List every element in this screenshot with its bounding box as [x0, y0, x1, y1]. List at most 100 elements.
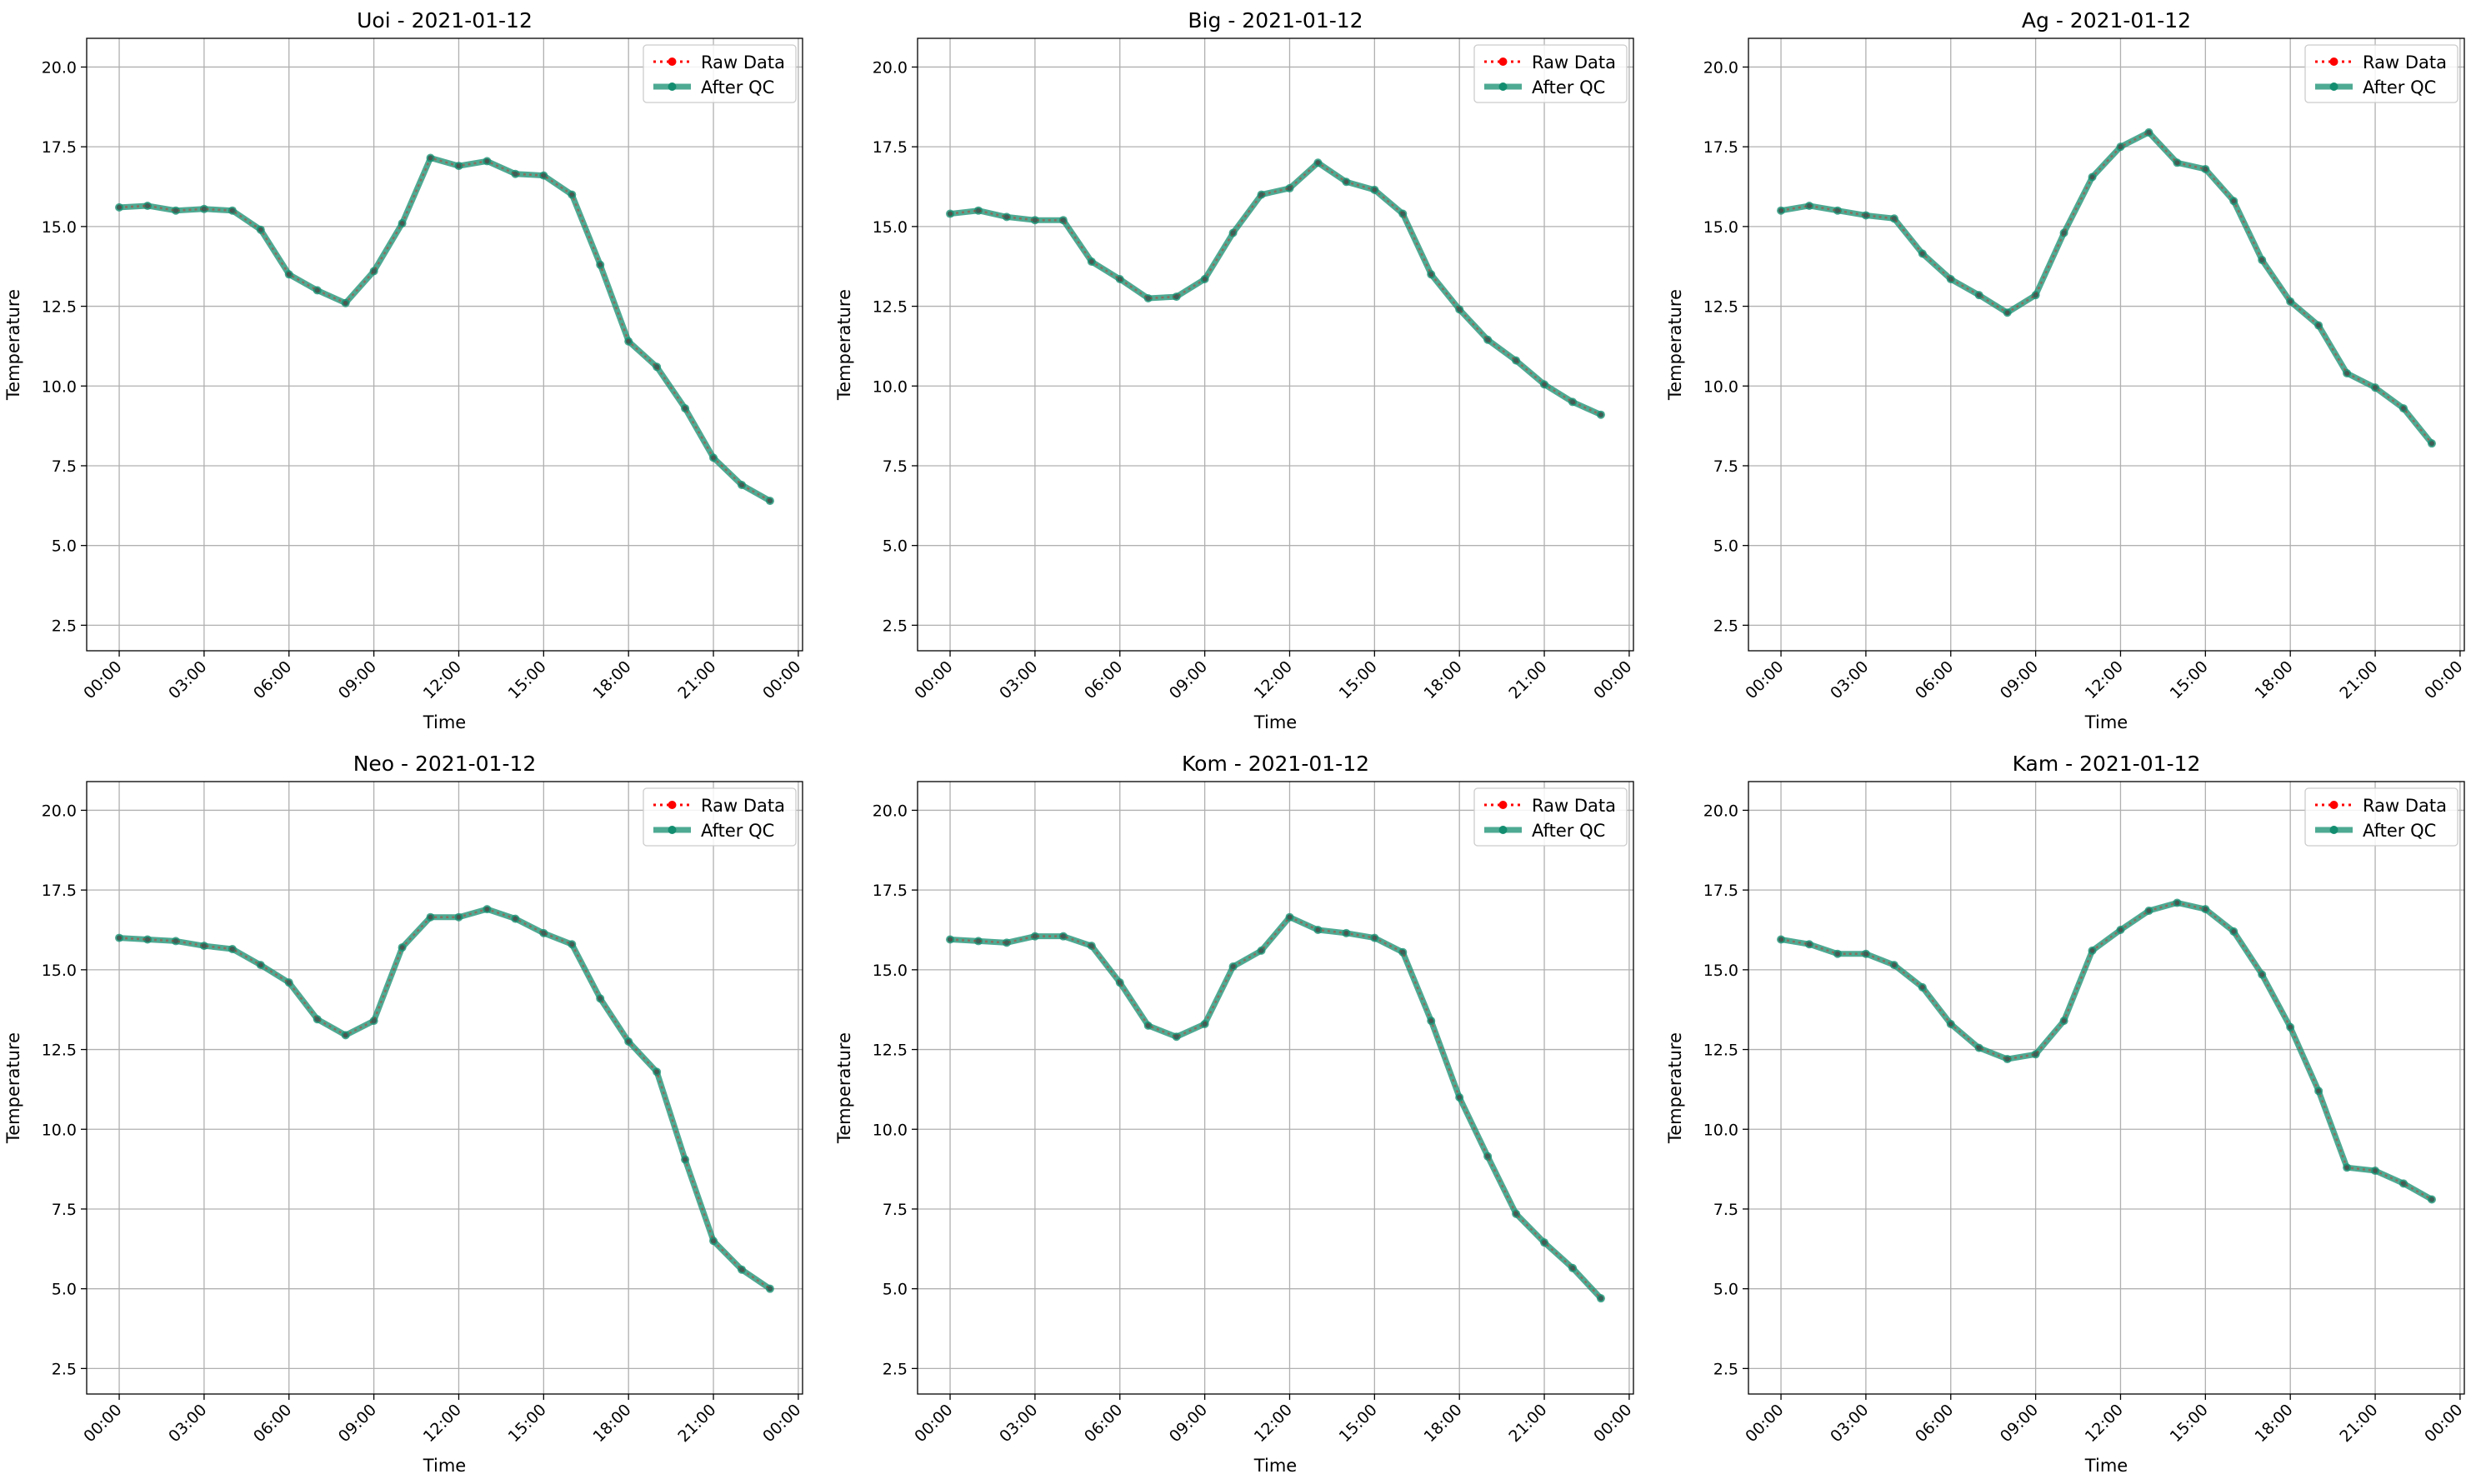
y-axis-label: Temperature [1665, 1032, 1685, 1144]
raw-data-point [1060, 933, 1066, 939]
y-tick-label: 20.0 [1703, 802, 1738, 820]
raw-data-point [1948, 277, 1953, 282]
legend-qc-label: After QC [701, 77, 774, 97]
raw-data-point [569, 942, 575, 947]
y-tick-label: 7.5 [1713, 457, 1738, 476]
raw-data-point [1806, 942, 1812, 947]
y-tick-label: 7.5 [52, 457, 77, 476]
legend-raw-label: Raw Data [701, 52, 785, 72]
x-tick-label: 18:00 [2251, 657, 2296, 702]
x-tick-label: 09:00 [1166, 1401, 1211, 1446]
x-axis-label: Time [1253, 712, 1297, 732]
y-tick-label: 5.0 [52, 537, 77, 556]
raw-data-point [1976, 1045, 1982, 1051]
raw-data-point [1976, 292, 1982, 298]
raw-data-point [1778, 937, 1784, 942]
raw-data-point [117, 935, 123, 941]
raw-data-point [2061, 1018, 2067, 1024]
x-tick-label: 06:00 [1912, 1401, 1957, 1446]
raw-data-point [767, 498, 773, 504]
raw-data-point [1117, 277, 1123, 282]
y-tick-label: 2.5 [52, 617, 77, 635]
x-tick-label: 09:00 [1997, 657, 2042, 702]
x-tick-label: 18:00 [1420, 1401, 1465, 1446]
y-tick-label: 5.0 [883, 537, 908, 556]
y-tick-label: 7.5 [1713, 1201, 1738, 1219]
x-tick-label: 09:00 [1997, 1401, 2042, 1446]
legend-raw-marker [2329, 801, 2338, 809]
raw-data-point [314, 287, 320, 293]
y-tick-label: 10.0 [1703, 1121, 1738, 1139]
subplot: 2.5 5.0 7.5 10.0 12.5 15.0 17.5 20.0 00:00 03:00 0… [1665, 8, 2466, 732]
x-tick-label: 00:00 [911, 1401, 956, 1446]
legend-raw-marker [668, 57, 677, 66]
series-after-qc-points [115, 905, 774, 1293]
raw-data-point [2428, 1197, 2434, 1202]
raw-data-point [286, 272, 292, 277]
x-tick-label: 18:00 [2251, 1401, 2296, 1446]
raw-data-point [2089, 947, 2095, 953]
raw-data-point [2401, 1181, 2407, 1187]
legend-qc-label: After QC [2363, 821, 2436, 841]
raw-data-point [1088, 258, 1094, 264]
x-tick-label: 15:00 [505, 1401, 550, 1446]
chart-title: Big - 2021-01-12 [1188, 8, 1363, 32]
grid [87, 782, 803, 1394]
x-tick-label: 09:00 [1166, 657, 1211, 702]
x-tick-label: 21:00 [2336, 657, 2381, 702]
raw-data-point [1315, 927, 1321, 933]
y-tick-label: 20.0 [873, 58, 908, 77]
raw-data-point [739, 482, 745, 487]
series-after-qc-line [116, 906, 773, 1292]
y-tick-label: 2.5 [883, 617, 908, 635]
grid [918, 782, 1633, 1394]
raw-data-point [343, 1032, 348, 1038]
raw-data-point [1542, 382, 1548, 387]
raw-data-point [654, 364, 660, 370]
raw-data-point [1258, 192, 1264, 197]
y-tick-label: 5.0 [883, 1281, 908, 1299]
raw-data-point [1343, 930, 1349, 936]
y-axis-label: Temperature [3, 1032, 23, 1144]
raw-data-point [541, 172, 547, 178]
raw-data-point [456, 914, 462, 920]
raw-data-point [2259, 972, 2265, 977]
y-tick-label: 2.5 [52, 1360, 77, 1378]
y-tick-label: 5.0 [1713, 537, 1738, 556]
raw-data-point [1513, 357, 1519, 363]
raw-data-point [948, 937, 953, 942]
raw-data-point [2174, 160, 2180, 166]
raw-data-point [1891, 962, 1897, 968]
legend-raw-label: Raw Data [2363, 52, 2447, 72]
raw-data-point [428, 155, 433, 161]
y-tick-label: 2.5 [1713, 1360, 1738, 1378]
y-tick-label: 17.5 [1703, 138, 1738, 157]
series-raw-points [948, 914, 1603, 1302]
series-raw-line [1780, 131, 2433, 444]
raw-data-point [2428, 441, 2434, 447]
x-tick-label: 18:00 [589, 657, 634, 702]
x-tick-label: 03:00 [996, 1401, 1041, 1446]
x-tick-label: 18:00 [1420, 657, 1465, 702]
x-axis-label: Time [423, 712, 466, 732]
x-axis-label: Time [423, 1456, 466, 1476]
x-tick-label: 06:00 [1081, 657, 1126, 702]
y-tick-label: 7.5 [52, 1201, 77, 1219]
raw-data-point [1428, 1018, 1434, 1024]
raw-data-point [201, 943, 207, 949]
raw-data-point [2316, 1088, 2322, 1094]
grid [1748, 782, 2464, 1394]
raw-data-point [2146, 908, 2152, 914]
series-after-qc-line [116, 155, 773, 504]
x-tick-label: 12:00 [420, 1401, 465, 1446]
y-tick-label: 15.0 [873, 218, 908, 237]
y-tick-label: 17.5 [873, 882, 908, 900]
x-tick-label: 15:00 [1336, 1401, 1381, 1446]
raw-data-point [2288, 1024, 2293, 1030]
raw-data-point [1117, 980, 1123, 986]
raw-data-point [739, 1267, 745, 1272]
y-tick-label: 10.0 [42, 377, 77, 396]
x-tick-label: 21:00 [674, 1401, 719, 1446]
x-tick-label: 06:00 [1912, 657, 1957, 702]
raw-data-point [1806, 202, 1812, 208]
